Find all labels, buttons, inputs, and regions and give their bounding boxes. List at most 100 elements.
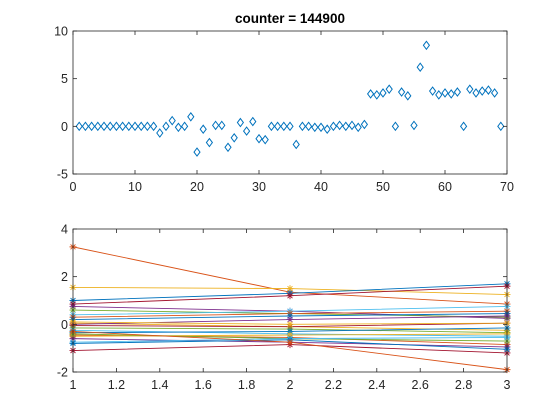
data-point-asterisk (286, 316, 294, 324)
data-point-diamond (379, 88, 387, 98)
data-point-diamond (100, 121, 108, 132)
y-tick-label: 2 (61, 270, 68, 284)
data-layer (73, 246, 507, 371)
x-tick-label: 50 (376, 180, 390, 194)
data-point-diamond (422, 40, 431, 51)
data-point-diamond (404, 90, 412, 101)
data-point-diamond (81, 121, 90, 132)
data-point-diamond (311, 122, 319, 133)
data-point-asterisk (286, 312, 294, 320)
data-point-diamond (441, 88, 449, 98)
data-point-diamond (118, 121, 127, 132)
data-point-diamond (317, 122, 325, 133)
data-point-diamond (335, 120, 344, 131)
data-point-diamond (348, 120, 356, 131)
data-point-diamond (428, 86, 437, 96)
x-tick-label: 1 (70, 378, 77, 392)
data-point-diamond (360, 119, 369, 130)
data-point-diamond (180, 121, 189, 132)
data-point-diamond (193, 147, 201, 157)
data-point-diamond (112, 121, 121, 132)
x-tick-label: 40 (314, 180, 328, 194)
data-point-diamond (249, 116, 257, 127)
x-tick-label: 2.8 (455, 378, 472, 392)
data-point-diamond (273, 121, 282, 132)
data-point-diamond (373, 90, 381, 100)
data-point-asterisk (286, 320, 294, 328)
y-tick-label: -2 (57, 366, 68, 380)
data-point-diamond (447, 89, 455, 99)
data-point-diamond (484, 85, 493, 95)
data-point-diamond (298, 121, 307, 132)
data-point-diamond (497, 121, 505, 132)
chart-title: counter = 144900 (235, 11, 345, 26)
data-point-diamond (149, 121, 158, 132)
data-point-diamond (391, 121, 400, 132)
x-tick-label: 1.4 (151, 378, 168, 392)
data-point-diamond (218, 120, 226, 131)
y-tick-label: 4 (61, 223, 68, 237)
data-point-diamond (472, 88, 480, 98)
data-point-diamond (490, 88, 499, 98)
data-point-diamond (416, 62, 424, 73)
data-point-diamond (255, 133, 263, 144)
data-point-asterisk (286, 331, 294, 339)
data-point-diamond (75, 121, 83, 132)
x-tick-label: 2.6 (412, 378, 429, 392)
data-point-diamond (199, 124, 207, 135)
data-point-diamond (143, 121, 152, 132)
data-point-diamond (94, 121, 102, 132)
data-point-diamond (286, 121, 294, 132)
data-layer (75, 40, 505, 157)
axes-box (72, 30, 508, 175)
x-tick-label: 1.2 (108, 378, 125, 392)
data-point-diamond (397, 87, 406, 97)
x-tick-label: 1.6 (195, 378, 212, 392)
x-tick-label: 20 (190, 180, 204, 194)
data-point-diamond (224, 142, 232, 153)
data-point-diamond (236, 117, 245, 128)
data-point-diamond (156, 128, 164, 138)
x-tick-label: 3 (504, 378, 511, 392)
data-point-diamond (187, 111, 195, 122)
x-tick-label: 30 (252, 180, 266, 194)
data-point-diamond (342, 121, 350, 132)
data-point-diamond (453, 87, 462, 97)
data-point-diamond (410, 120, 418, 131)
y-tick-label: 10 (54, 25, 68, 39)
data-point-asterisk (286, 327, 294, 335)
data-point-diamond (267, 121, 276, 132)
y-tick-label: 0 (61, 318, 68, 332)
x-tick-label: 0 (70, 180, 77, 194)
x-tick-label: 10 (128, 180, 142, 194)
x-tick-label: 2.4 (368, 378, 385, 392)
data-point-diamond (261, 134, 269, 145)
data-point-asterisk (286, 338, 294, 346)
data-point-diamond (131, 121, 139, 132)
data-point-diamond (106, 121, 114, 132)
data-point-diamond (459, 121, 468, 132)
data-point-diamond (174, 122, 183, 133)
data-point-diamond (466, 84, 474, 94)
data-point-diamond (435, 90, 443, 100)
y-tick-label: 0 (61, 120, 68, 134)
x-tick-label: 1.8 (238, 378, 255, 392)
data-point-diamond (230, 132, 238, 143)
data-point-asterisk (286, 292, 294, 300)
data-point-diamond (366, 89, 375, 99)
y-tick-label: 5 (61, 72, 68, 86)
bottom-axes: 1 1.2 1.4 1.6 1.8 2 2.2 2.4 2.6 2.8 3 -2 0 2 4 (57, 223, 511, 393)
data-point-diamond (478, 86, 486, 96)
data-point-diamond (385, 84, 393, 94)
data-point-diamond (242, 126, 251, 136)
x-tick-label: 60 (438, 180, 452, 194)
data-point-diamond (304, 121, 313, 132)
plot-area (73, 31, 507, 174)
data-point-diamond (205, 137, 214, 148)
data-point-diamond (280, 121, 288, 132)
y-tick-label: -5 (57, 168, 68, 182)
x-tick-label: 70 (500, 180, 514, 194)
data-point-diamond (137, 121, 145, 132)
